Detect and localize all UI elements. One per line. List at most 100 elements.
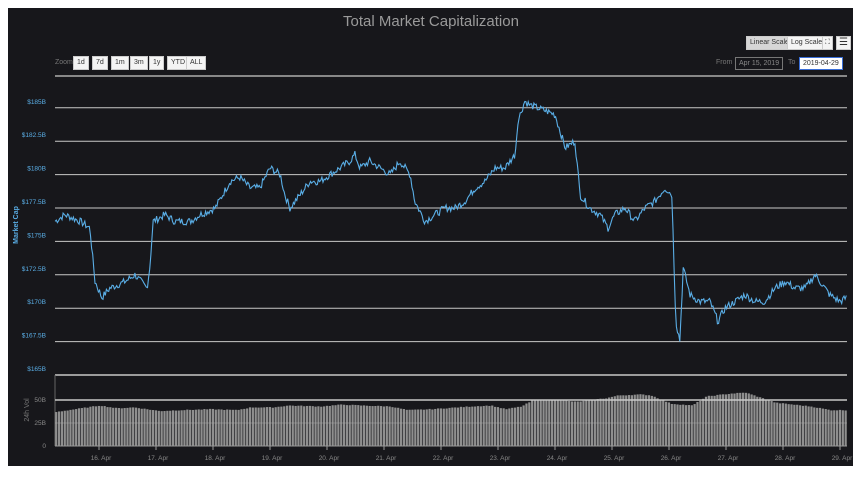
volume-bar [576, 401, 579, 446]
volume-bar [120, 408, 123, 446]
volume-bar [189, 409, 192, 446]
volume-bar [226, 409, 229, 446]
volume-bar [830, 410, 833, 446]
volume-bar [482, 405, 485, 446]
volume-bar [836, 410, 839, 446]
zoom-button-ytd[interactable]: YTD [167, 56, 189, 70]
volume-bar [719, 394, 722, 446]
volume-bar [827, 409, 830, 446]
volume-bar [314, 406, 317, 446]
volume-bar [613, 396, 616, 446]
volume-bar [109, 407, 112, 446]
volume-bar [283, 406, 286, 446]
volume-bar [149, 409, 152, 446]
volume-bar [382, 406, 386, 446]
price-tick-label: $165B [27, 366, 46, 373]
volume-bar [92, 406, 95, 446]
volume-bar [140, 408, 143, 446]
volume-bar [568, 400, 571, 446]
volume-bar [360, 405, 363, 446]
volume-bar [796, 404, 799, 446]
to-label: To [788, 59, 796, 66]
price-tick-label: $167.5B [22, 333, 46, 340]
volume-bar [687, 404, 691, 446]
zoom-button-3m[interactable]: 3m [130, 56, 148, 70]
volume-bar [285, 405, 289, 446]
volume-bar [516, 406, 520, 446]
x-tick-label: 28. Apr [775, 455, 796, 462]
x-tick-label: 18. Apr [205, 455, 226, 462]
volume-bar [622, 395, 625, 446]
volume-bar [362, 405, 366, 446]
volume-bar [713, 395, 716, 446]
volume-bar [354, 404, 357, 446]
volume-bar [377, 405, 380, 446]
volume-bar [716, 394, 719, 446]
volume-bar [525, 403, 528, 446]
zoom-button-1d[interactable]: 1d [73, 56, 89, 70]
volume-bar [844, 410, 847, 446]
expand-icon[interactable]: ⛶ [822, 36, 833, 50]
volume-bar [704, 396, 708, 446]
volume-bar [134, 407, 138, 446]
x-tick-label: 16. Apr [91, 455, 112, 462]
volume-bar [365, 405, 368, 446]
price-tick-label: $182.5B [22, 132, 46, 139]
volume-bar [602, 398, 605, 446]
volume-bar [243, 408, 246, 446]
zoom-button-1m[interactable]: 1m [111, 56, 129, 70]
volume-bar [459, 406, 463, 446]
volume-bar [813, 407, 816, 446]
volume-bar [479, 406, 482, 446]
volume-bar [206, 409, 209, 446]
volume-bar [274, 407, 277, 446]
volume-bar [268, 407, 272, 446]
zoom-button-1y[interactable]: 1y [149, 56, 165, 70]
zoom-button-7d[interactable]: 7d [92, 56, 108, 70]
volume-bar [736, 392, 739, 446]
volume-bar [351, 404, 354, 446]
hamburger-icon[interactable]: ☰ [836, 36, 851, 50]
volume-bar [317, 406, 320, 446]
x-tick-label: 24. Apr [547, 455, 568, 462]
volume-bar [183, 410, 186, 446]
volume-bar [645, 395, 648, 446]
volume-bar [112, 407, 115, 446]
volume-bar [793, 404, 796, 446]
volume-bar [442, 408, 445, 446]
volume-bar [77, 408, 81, 446]
volume-bar [690, 405, 693, 446]
x-tick-label: 25. Apr [604, 455, 625, 462]
x-tick-label: 26. Apr [661, 455, 682, 462]
volume-bar [337, 404, 340, 446]
volume-bar [137, 408, 140, 446]
volume-bar [246, 408, 249, 446]
volume-bar [807, 406, 810, 446]
volume-bar [468, 406, 471, 446]
zoom-button-all[interactable]: ALL [186, 56, 207, 70]
volume-bar [288, 405, 292, 446]
to-date-input[interactable]: 2019-04-29 [799, 57, 843, 70]
volume-bar [60, 411, 64, 446]
volume-bar [414, 409, 417, 446]
volume-bar [254, 407, 257, 446]
volume-tick-label: 25B [34, 420, 46, 427]
volume-bar [231, 409, 235, 446]
volume-bar [291, 405, 294, 446]
volume-bar [248, 407, 252, 446]
volume-bar [639, 394, 642, 446]
x-tick-label: 17. Apr [148, 455, 169, 462]
volume-bar [300, 405, 303, 446]
volume-bar [511, 407, 514, 446]
volume-bar [371, 406, 374, 446]
volume-bar [380, 406, 383, 446]
volume-bar [203, 409, 206, 446]
volume-bar [573, 401, 577, 446]
volume-bar [97, 405, 101, 446]
volume-bar [171, 410, 175, 446]
volume-bar [154, 410, 158, 446]
from-date-input[interactable]: Apr 15, 2019 [735, 57, 784, 70]
volume-bar [323, 406, 326, 446]
volume-bar [180, 410, 183, 446]
volume-bar [340, 404, 343, 446]
